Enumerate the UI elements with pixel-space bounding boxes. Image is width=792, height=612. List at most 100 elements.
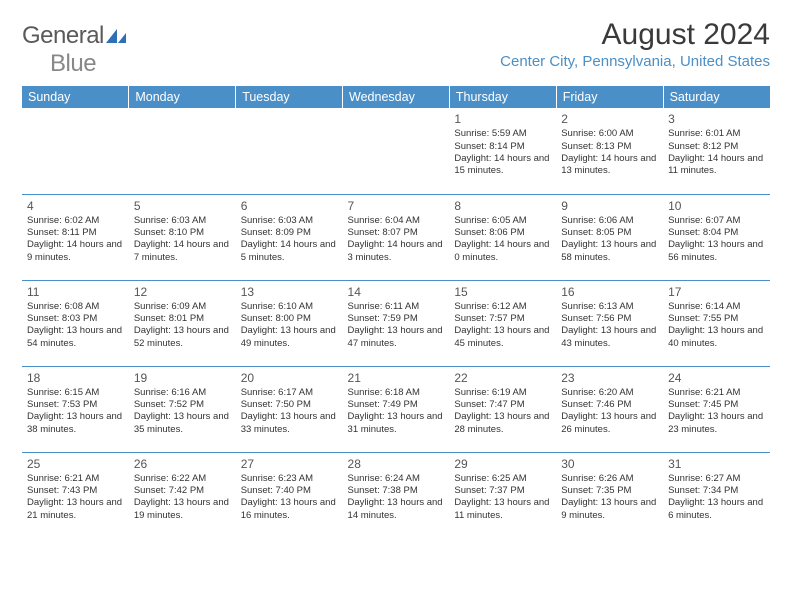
daylight-text: Daylight: 13 hours and 16 minutes. (241, 497, 338, 522)
calendar-day-cell (129, 108, 236, 194)
day-number: 26 (134, 456, 231, 472)
day-info: Sunrise: 5:59 AMSunset: 8:14 PMDaylight:… (454, 128, 551, 177)
sunset-text: Sunset: 7:35 PM (561, 485, 658, 497)
day-number: 6 (241, 198, 338, 214)
page-title: August 2024 (500, 18, 770, 51)
sunrise-text: Sunrise: 6:27 AM (668, 473, 765, 485)
day-number: 5 (134, 198, 231, 214)
calendar-day-cell: 4Sunrise: 6:02 AMSunset: 8:11 PMDaylight… (22, 194, 129, 280)
day-info: Sunrise: 6:15 AMSunset: 7:53 PMDaylight:… (27, 387, 124, 436)
day-header: Friday (556, 86, 663, 108)
sunrise-text: Sunrise: 6:25 AM (454, 473, 551, 485)
day-header: Sunday (22, 86, 129, 108)
sunrise-text: Sunrise: 6:20 AM (561, 387, 658, 399)
day-number: 14 (348, 284, 445, 300)
sunrise-text: Sunrise: 6:24 AM (348, 473, 445, 485)
day-number: 28 (348, 456, 445, 472)
title-block: August 2024 Center City, Pennsylvania, U… (500, 18, 770, 70)
calendar-day-cell: 9Sunrise: 6:06 AMSunset: 8:05 PMDaylight… (556, 194, 663, 280)
sunset-text: Sunset: 7:46 PM (561, 399, 658, 411)
daylight-text: Daylight: 13 hours and 52 minutes. (134, 325, 231, 350)
day-info: Sunrise: 6:19 AMSunset: 7:47 PMDaylight:… (454, 387, 551, 436)
daylight-text: Daylight: 13 hours and 43 minutes. (561, 325, 658, 350)
daylight-text: Daylight: 13 hours and 54 minutes. (27, 325, 124, 350)
daylight-text: Daylight: 14 hours and 9 minutes. (27, 239, 124, 264)
day-number: 29 (454, 456, 551, 472)
calendar-day-cell: 3Sunrise: 6:01 AMSunset: 8:12 PMDaylight… (663, 108, 770, 194)
daylight-text: Daylight: 13 hours and 49 minutes. (241, 325, 338, 350)
day-info: Sunrise: 6:18 AMSunset: 7:49 PMDaylight:… (348, 387, 445, 436)
sunrise-text: Sunrise: 6:12 AM (454, 301, 551, 313)
sunset-text: Sunset: 8:14 PM (454, 141, 551, 153)
calendar-day-cell: 8Sunrise: 6:05 AMSunset: 8:06 PMDaylight… (449, 194, 556, 280)
day-info: Sunrise: 6:11 AMSunset: 7:59 PMDaylight:… (348, 301, 445, 350)
sunrise-text: Sunrise: 6:21 AM (668, 387, 765, 399)
sunset-text: Sunset: 8:06 PM (454, 227, 551, 239)
sunrise-text: Sunrise: 6:18 AM (348, 387, 445, 399)
calendar-day-cell: 16Sunrise: 6:13 AMSunset: 7:56 PMDayligh… (556, 280, 663, 366)
day-header: Saturday (663, 86, 770, 108)
daylight-text: Daylight: 13 hours and 35 minutes. (134, 411, 231, 436)
sunrise-text: Sunrise: 5:59 AM (454, 128, 551, 140)
daylight-text: Daylight: 13 hours and 31 minutes. (348, 411, 445, 436)
daylight-text: Daylight: 14 hours and 3 minutes. (348, 239, 445, 264)
sunrise-text: Sunrise: 6:15 AM (27, 387, 124, 399)
calendar-day-cell (22, 108, 129, 194)
sunrise-text: Sunrise: 6:23 AM (241, 473, 338, 485)
sunrise-text: Sunrise: 6:22 AM (134, 473, 231, 485)
calendar-table: Sunday Monday Tuesday Wednesday Thursday… (22, 86, 770, 538)
calendar-week-row: 18Sunrise: 6:15 AMSunset: 7:53 PMDayligh… (22, 366, 770, 452)
day-info: Sunrise: 6:03 AMSunset: 8:10 PMDaylight:… (134, 215, 231, 264)
calendar-day-cell: 22Sunrise: 6:19 AMSunset: 7:47 PMDayligh… (449, 366, 556, 452)
daylight-text: Daylight: 13 hours and 58 minutes. (561, 239, 658, 264)
calendar-day-cell: 31Sunrise: 6:27 AMSunset: 7:34 PMDayligh… (663, 452, 770, 538)
sunrise-text: Sunrise: 6:19 AM (454, 387, 551, 399)
sunset-text: Sunset: 7:34 PM (668, 485, 765, 497)
day-number: 3 (668, 111, 765, 127)
sunset-text: Sunset: 7:56 PM (561, 313, 658, 325)
day-info: Sunrise: 6:21 AMSunset: 7:45 PMDaylight:… (668, 387, 765, 436)
day-header: Monday (129, 86, 236, 108)
daylight-text: Daylight: 13 hours and 9 minutes. (561, 497, 658, 522)
calendar-week-row: 25Sunrise: 6:21 AMSunset: 7:43 PMDayligh… (22, 452, 770, 538)
calendar-day-cell: 18Sunrise: 6:15 AMSunset: 7:53 PMDayligh… (22, 366, 129, 452)
daylight-text: Daylight: 13 hours and 40 minutes. (668, 325, 765, 350)
logo: GeneralBlue (22, 22, 128, 78)
day-info: Sunrise: 6:07 AMSunset: 8:04 PMDaylight:… (668, 215, 765, 264)
day-number: 25 (27, 456, 124, 472)
daylight-text: Daylight: 13 hours and 33 minutes. (241, 411, 338, 436)
calendar-day-cell: 26Sunrise: 6:22 AMSunset: 7:42 PMDayligh… (129, 452, 236, 538)
sunrise-text: Sunrise: 6:10 AM (241, 301, 338, 313)
header: GeneralBlue August 2024 Center City, Pen… (22, 18, 770, 78)
day-number: 30 (561, 456, 658, 472)
calendar-day-cell: 1Sunrise: 5:59 AMSunset: 8:14 PMDaylight… (449, 108, 556, 194)
sunrise-text: Sunrise: 6:21 AM (27, 473, 124, 485)
calendar-day-cell: 23Sunrise: 6:20 AMSunset: 7:46 PMDayligh… (556, 366, 663, 452)
sunset-text: Sunset: 8:00 PM (241, 313, 338, 325)
day-info: Sunrise: 6:25 AMSunset: 7:37 PMDaylight:… (454, 473, 551, 522)
daylight-text: Daylight: 14 hours and 7 minutes. (134, 239, 231, 264)
day-header: Wednesday (343, 86, 450, 108)
daylight-text: Daylight: 13 hours and 19 minutes. (134, 497, 231, 522)
day-info: Sunrise: 6:23 AMSunset: 7:40 PMDaylight:… (241, 473, 338, 522)
calendar-day-cell: 12Sunrise: 6:09 AMSunset: 8:01 PMDayligh… (129, 280, 236, 366)
sunrise-text: Sunrise: 6:16 AM (134, 387, 231, 399)
day-info: Sunrise: 6:20 AMSunset: 7:46 PMDaylight:… (561, 387, 658, 436)
sunrise-text: Sunrise: 6:13 AM (561, 301, 658, 313)
day-number: 15 (454, 284, 551, 300)
daylight-text: Daylight: 13 hours and 56 minutes. (668, 239, 765, 264)
sunset-text: Sunset: 8:11 PM (27, 227, 124, 239)
daylight-text: Daylight: 14 hours and 5 minutes. (241, 239, 338, 264)
day-number: 4 (27, 198, 124, 214)
day-info: Sunrise: 6:21 AMSunset: 7:43 PMDaylight:… (27, 473, 124, 522)
daylight-text: Daylight: 14 hours and 13 minutes. (561, 153, 658, 178)
calendar-day-cell: 25Sunrise: 6:21 AMSunset: 7:43 PMDayligh… (22, 452, 129, 538)
day-header: Tuesday (236, 86, 343, 108)
calendar-day-cell: 10Sunrise: 6:07 AMSunset: 8:04 PMDayligh… (663, 194, 770, 280)
day-number: 31 (668, 456, 765, 472)
day-info: Sunrise: 6:02 AMSunset: 8:11 PMDaylight:… (27, 215, 124, 264)
sunrise-text: Sunrise: 6:17 AM (241, 387, 338, 399)
day-info: Sunrise: 6:09 AMSunset: 8:01 PMDaylight:… (134, 301, 231, 350)
day-info: Sunrise: 6:12 AMSunset: 7:57 PMDaylight:… (454, 301, 551, 350)
sunset-text: Sunset: 7:38 PM (348, 485, 445, 497)
